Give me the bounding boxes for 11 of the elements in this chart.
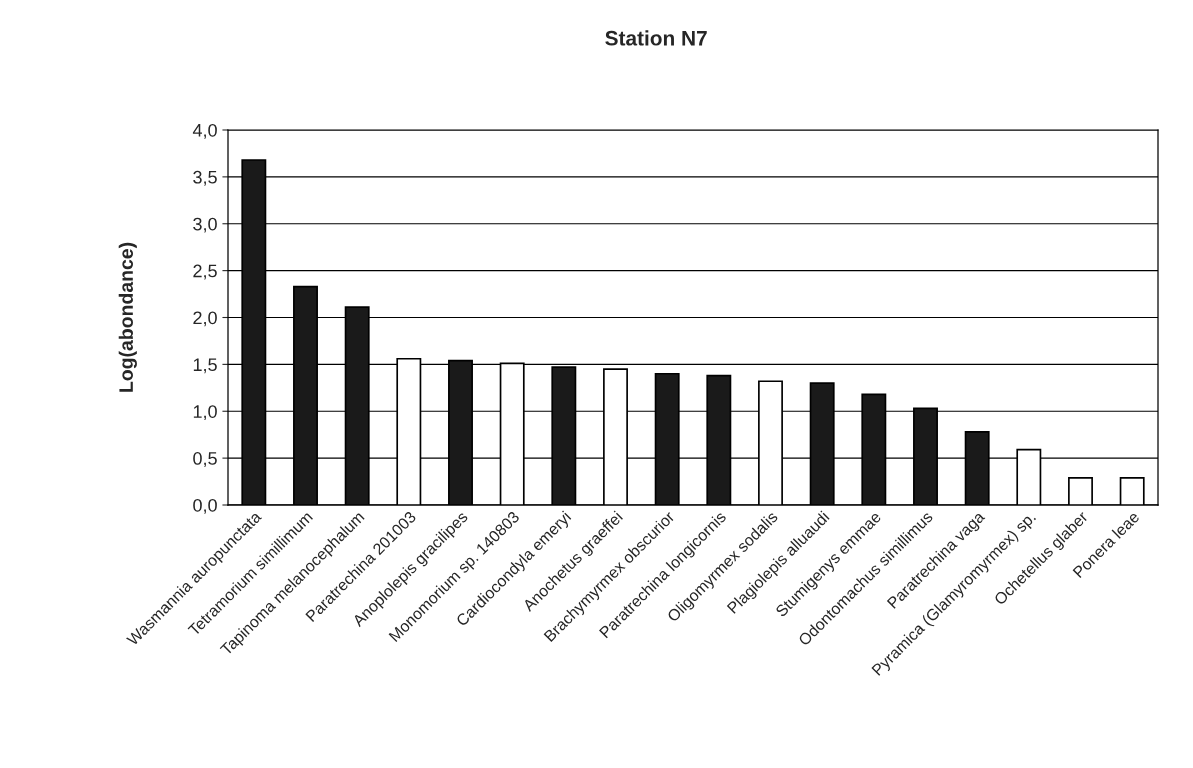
y-tick-label: 4,0 (192, 123, 217, 139)
y-tick-label: 1,0 (193, 405, 217, 421)
y-tick-label: 3,5 (193, 170, 217, 186)
chart-title: Station N7 (605, 30, 707, 46)
y-tick-label: 3,0 (193, 217, 217, 233)
y-axis-title: Log(abondance) (118, 242, 137, 392)
y-tick-label: 2,0 (193, 311, 217, 327)
y-tick-label: 0,0 (193, 498, 217, 514)
y-tick-label: 2,5 (193, 264, 217, 280)
y-tick-label: 0,5 (193, 452, 217, 467)
y-tick-label: 1,5 (193, 358, 217, 374)
